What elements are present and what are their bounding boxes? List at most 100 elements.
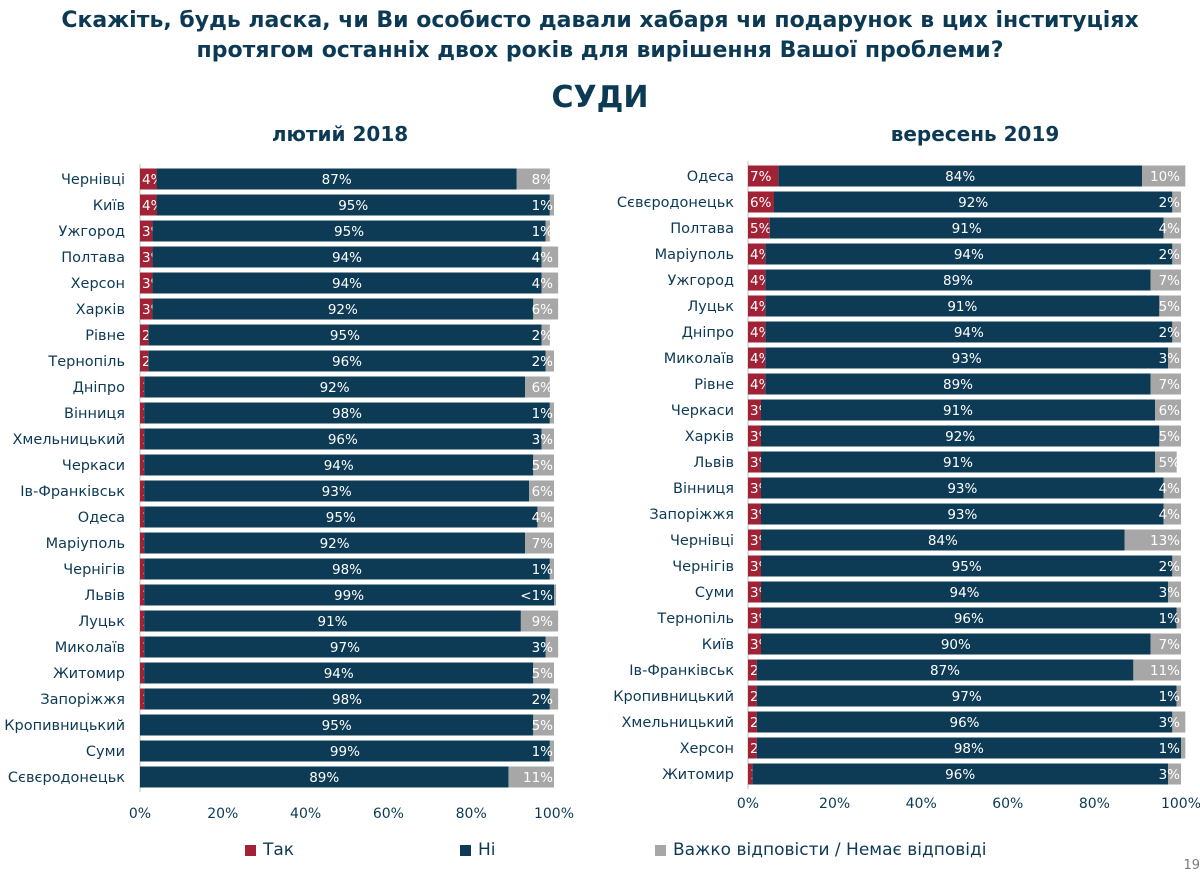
bar-tak xyxy=(140,688,145,710)
bar-ni xyxy=(152,272,542,294)
data-label-ni: 95% xyxy=(322,718,352,734)
data-label-ni: 84% xyxy=(928,533,958,549)
data-label-ni: 96% xyxy=(328,432,358,448)
data-label-ni: 98% xyxy=(332,562,362,578)
data-label-ni: 92% xyxy=(320,536,350,552)
data-label-dk: 1% xyxy=(532,406,554,422)
data-label-dk: 3% xyxy=(1159,585,1181,601)
bar-ni xyxy=(144,688,550,710)
bar-ni xyxy=(765,295,1160,317)
bar-tak xyxy=(140,272,153,294)
data-label-dk: 1% xyxy=(532,198,554,214)
category-label: Суми xyxy=(86,744,125,760)
category-label: Кропивницький xyxy=(4,718,125,734)
data-label-dk: 7% xyxy=(1159,637,1181,653)
bar-dk xyxy=(1124,529,1181,551)
bar-ni xyxy=(144,584,554,606)
bar-dk xyxy=(549,558,554,580)
title-line-1: Скажіть, будь ласка, чи Ви особисто дава… xyxy=(61,8,1139,33)
category-label: Запоріжжя xyxy=(40,692,125,708)
bar-ni xyxy=(144,558,550,580)
legend-swatch-ni xyxy=(460,844,471,856)
category-label: Тернопіль xyxy=(656,611,734,627)
data-label-dk: 4% xyxy=(532,276,554,292)
bar-tak xyxy=(140,298,153,320)
bar-tak xyxy=(140,558,145,580)
bar-ni xyxy=(156,194,550,216)
bar-tak xyxy=(140,194,157,216)
bar-tak xyxy=(748,685,757,707)
title-line-2: протягом останніх двох років для вирішен… xyxy=(196,38,1004,63)
data-label-dk: 3% xyxy=(532,640,554,656)
bar-ni xyxy=(760,607,1177,629)
bar-ni xyxy=(144,402,550,424)
category-label: Запоріжжя xyxy=(649,507,734,523)
data-label-ni: 87% xyxy=(930,663,960,679)
data-label-dk: 1% xyxy=(1159,741,1181,757)
data-label-dk: 6% xyxy=(1159,403,1181,419)
category-label: Хмельницький xyxy=(621,715,734,731)
x-tick-label: 80% xyxy=(456,806,487,822)
category-label: Дніпро xyxy=(682,325,735,341)
data-label-ni: 94% xyxy=(954,325,984,341)
category-label: Одеса xyxy=(687,169,734,185)
bar-dk xyxy=(1172,243,1181,265)
x-tick-label: 60% xyxy=(373,806,404,822)
bar-ni xyxy=(765,321,1173,343)
data-label-dk: 6% xyxy=(532,380,554,396)
bar-dk xyxy=(533,454,554,476)
bar-dk xyxy=(549,688,559,710)
bar-dk xyxy=(545,350,554,372)
data-label-ni: 95% xyxy=(338,198,368,214)
bar-dk xyxy=(549,194,554,216)
bar-dk xyxy=(508,766,554,788)
x-tick-label: 40% xyxy=(290,806,321,822)
data-label-ni: 92% xyxy=(945,429,975,445)
data-label-ni: 94% xyxy=(954,247,984,263)
data-label-ni: 96% xyxy=(949,715,979,731)
bar-ni xyxy=(760,633,1151,655)
bar-dk xyxy=(1168,763,1181,785)
bar-dk xyxy=(1163,477,1181,499)
bar-ni xyxy=(140,740,550,762)
bar-tak xyxy=(748,347,766,369)
bar-dk xyxy=(1142,165,1186,187)
data-label-ni: 96% xyxy=(332,354,362,370)
bar-dk xyxy=(520,610,559,632)
category-label: Вінниця xyxy=(673,481,734,497)
bar-ni xyxy=(140,766,509,788)
bar-dk xyxy=(545,636,559,658)
bar-ni xyxy=(144,454,534,476)
bar-ni xyxy=(156,168,517,190)
bar-ni xyxy=(152,298,534,320)
category-label: Черкаси xyxy=(62,458,125,474)
data-label-dk: 10% xyxy=(1150,169,1180,185)
data-label-ni: 89% xyxy=(943,377,973,393)
x-tick-label: 60% xyxy=(992,796,1023,812)
bar-dk xyxy=(1155,399,1181,421)
category-label: Кропивницький xyxy=(613,689,734,705)
data-label-dk: 1% xyxy=(532,224,554,240)
bar-ni xyxy=(144,506,538,528)
category-label: Чернівці xyxy=(61,172,125,188)
data-label-dk: 1% xyxy=(532,744,554,760)
legend-item-tak: Так xyxy=(245,840,294,860)
bar-dk xyxy=(549,402,554,424)
bar-tak xyxy=(748,243,766,265)
bar-tak xyxy=(140,636,145,658)
bar-ni xyxy=(148,350,546,372)
category-label: Миколаїв xyxy=(55,640,125,656)
bar-ni xyxy=(760,399,1156,421)
bar-dk xyxy=(1172,191,1181,213)
data-label-dk: 2% xyxy=(532,328,554,344)
bar-tak xyxy=(748,763,753,785)
data-label-dk: <1% xyxy=(520,588,553,604)
bar-tak xyxy=(748,737,757,759)
x-tick-label: 40% xyxy=(906,796,937,812)
category-label: Сєвєродонецьк xyxy=(617,195,734,211)
category-label: Рівне xyxy=(85,328,125,344)
bar-dk xyxy=(525,532,554,554)
bar-ni xyxy=(765,373,1151,395)
category-label: Дніпро xyxy=(73,380,126,396)
